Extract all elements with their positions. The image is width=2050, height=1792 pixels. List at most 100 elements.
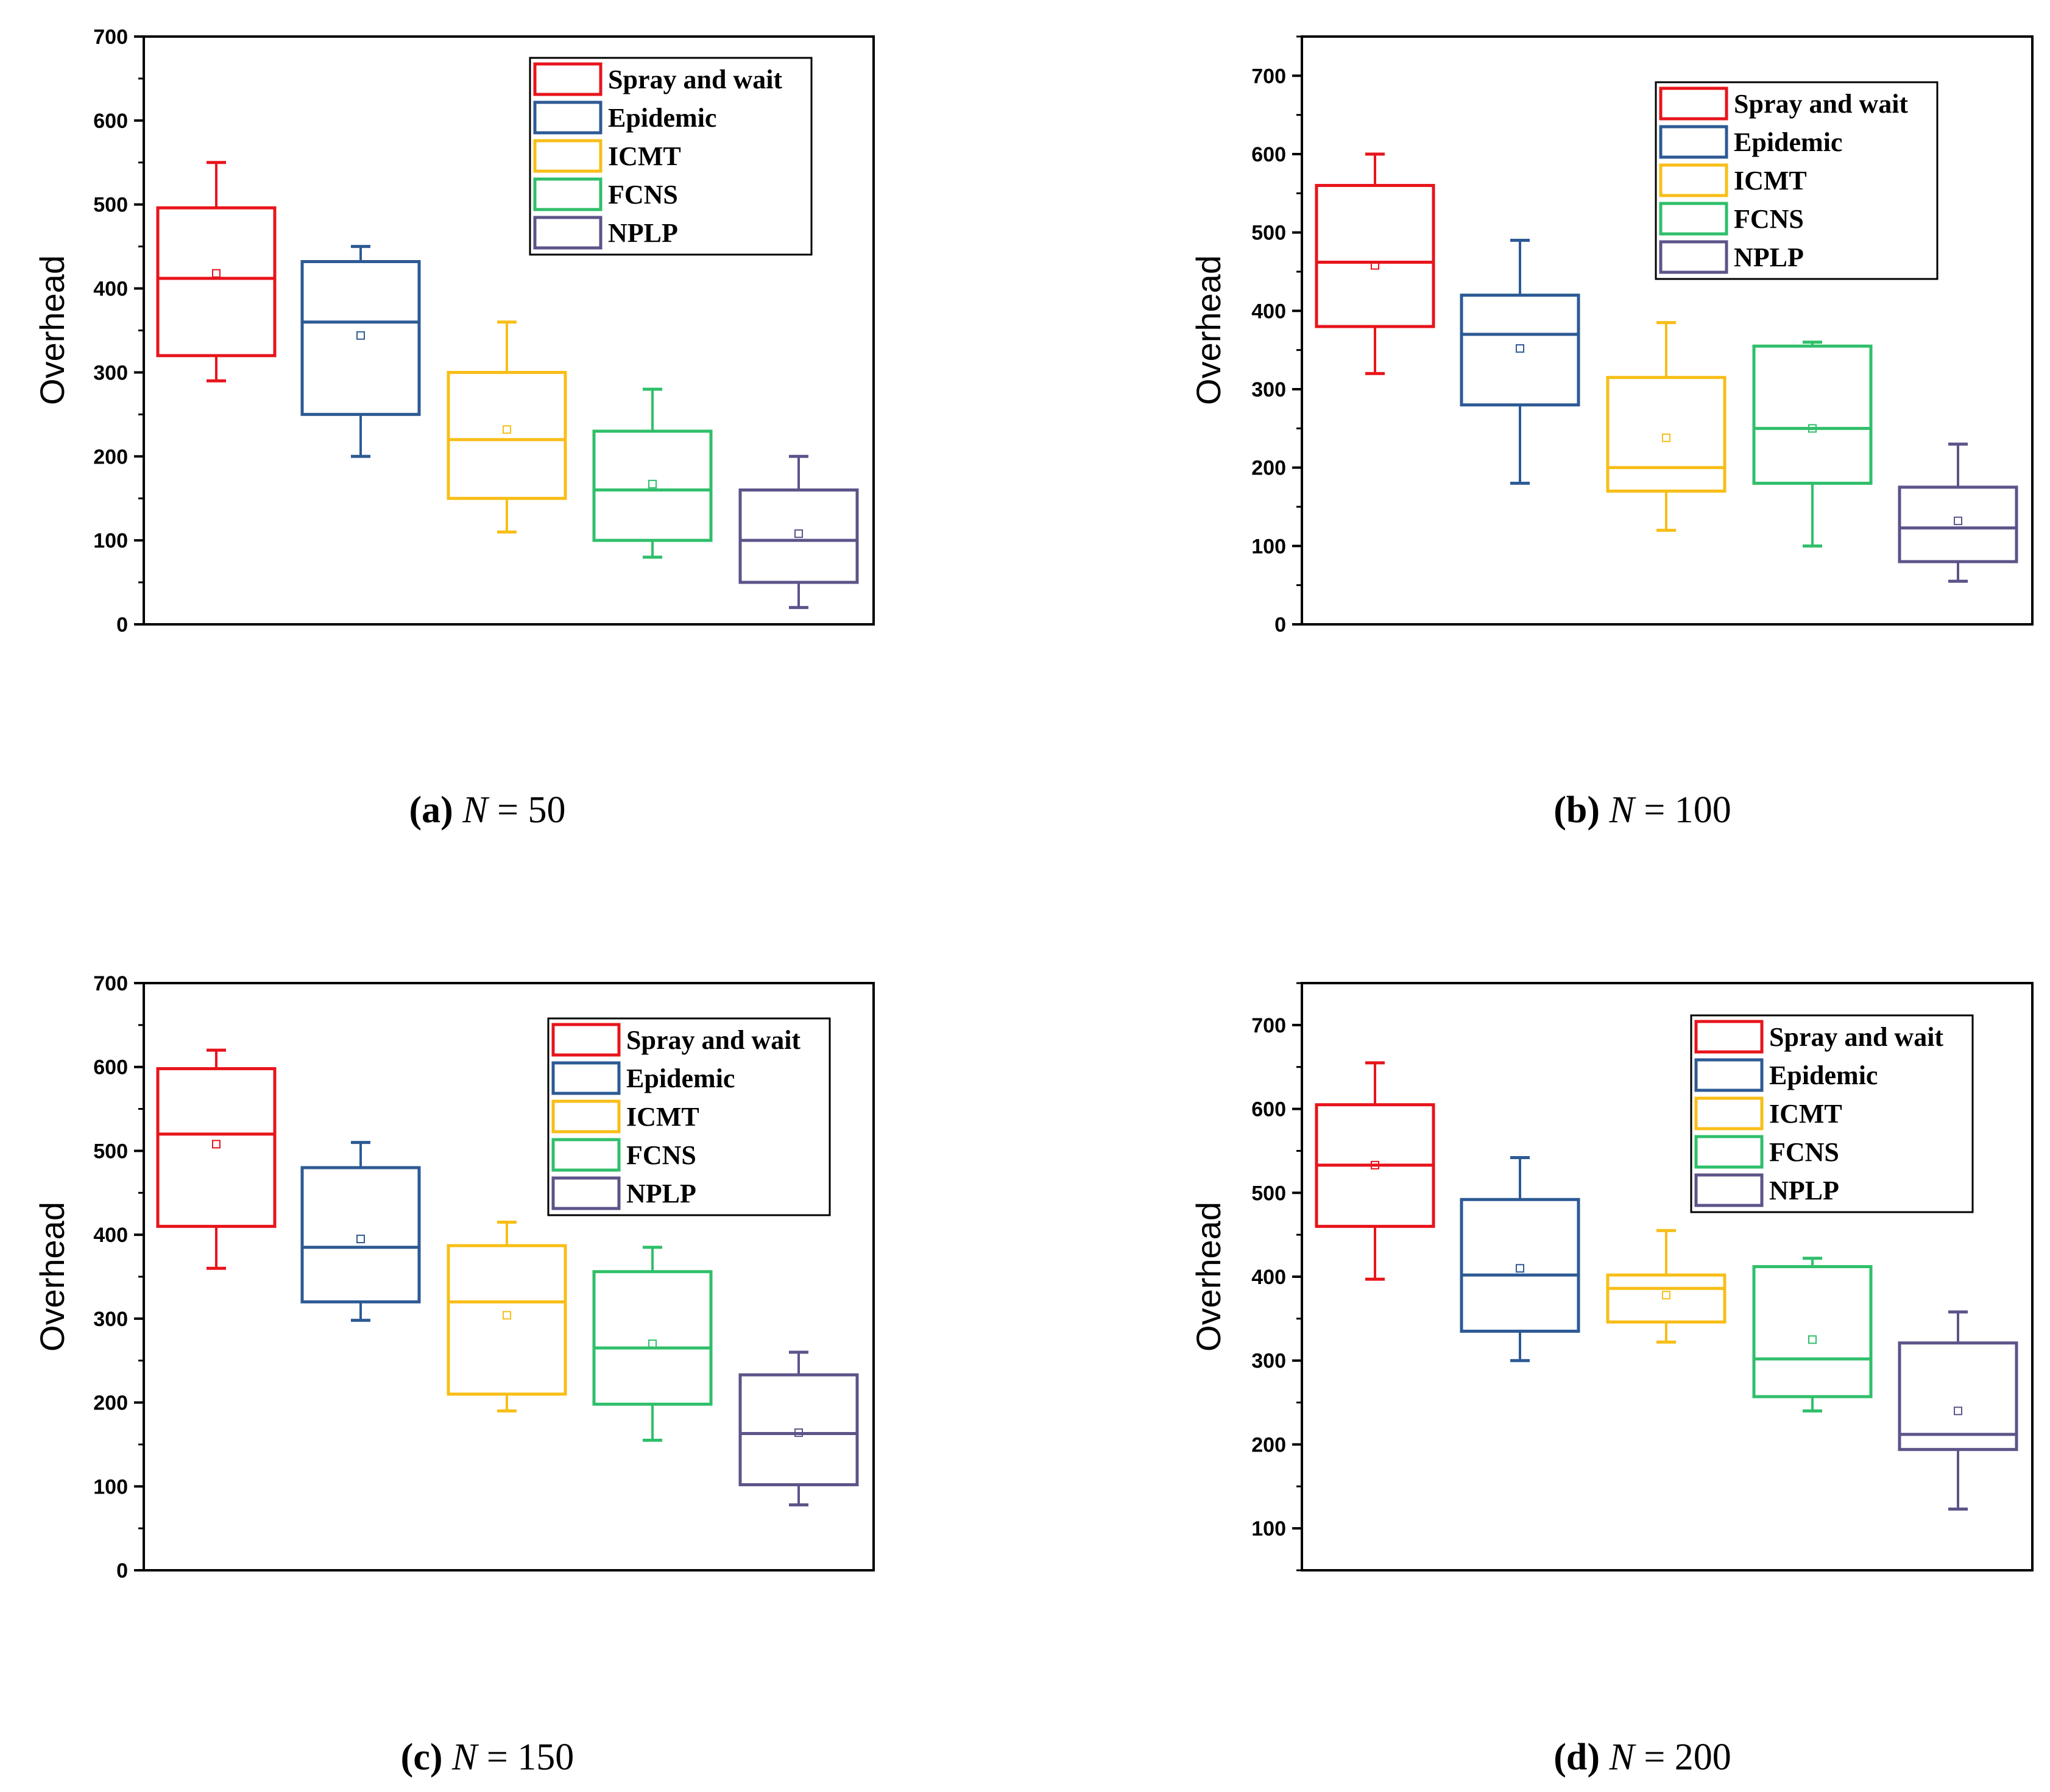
box-iqr xyxy=(156,206,277,358)
legend-frame xyxy=(1690,1014,1974,1213)
box-spray-and-wait xyxy=(156,1048,277,1270)
legend-label: Spray and wait xyxy=(626,1025,801,1055)
box-iqr xyxy=(738,1373,859,1487)
y-tick-label: 500 xyxy=(93,1140,128,1163)
box-icmt xyxy=(447,320,567,534)
legend-swatch xyxy=(533,62,603,96)
chart-panel-4: 100 200 300 400 500 600 700 Overhead Spray and w… xyxy=(1189,982,2034,1778)
box-iqr xyxy=(300,259,421,416)
legend-swatch xyxy=(1694,1020,1764,1054)
legend-label: NPLP xyxy=(1769,1176,1839,1205)
y-tick-label: 400 xyxy=(1251,300,1286,323)
box-iqr xyxy=(1752,344,1873,485)
caption-value: = 100 xyxy=(1635,789,1731,831)
legend-label: ICMT xyxy=(1734,166,1807,196)
legend-swatch xyxy=(551,1061,621,1095)
legend-label: ICMT xyxy=(1769,1099,1842,1129)
chart-panel-1: 0 100 200 300 400 500 600 700 Overhead Spray and … xyxy=(33,26,875,831)
mean-marker xyxy=(1808,424,1817,433)
y-axis-label: Overhead xyxy=(33,1202,71,1352)
legend: Spray and wait Epidemic ICMT FCNS NPLP xyxy=(547,1017,831,1216)
box-icmt xyxy=(1606,321,1727,532)
legend: Spray and wait Epidemic ICMT FCNS NPLP xyxy=(1655,81,1939,280)
legend-label: Spray and wait xyxy=(1734,89,1908,119)
legend-swatch xyxy=(533,139,603,173)
legend-label: ICMT xyxy=(608,141,681,171)
legend-label: Epidemic xyxy=(1769,1060,1878,1090)
y-tick-label: 200 xyxy=(93,1392,128,1415)
legend-label: NPLP xyxy=(626,1179,696,1208)
legend-swatch xyxy=(1659,86,1728,121)
box-icmt xyxy=(1606,1229,1727,1344)
y-tick-label: 0 xyxy=(116,1559,128,1582)
legend-label: Epidemic xyxy=(1734,127,1842,157)
y-tick-label: 700 xyxy=(1251,65,1286,88)
caption-letter: (a) xyxy=(409,789,462,831)
y-axis-label: Overhead xyxy=(1189,255,1228,405)
caption-value: = 200 xyxy=(1635,1737,1731,1778)
legend-label: NPLP xyxy=(608,218,678,248)
box-iqr xyxy=(300,1166,421,1303)
mean-marker xyxy=(794,1428,803,1437)
mean-marker xyxy=(503,1311,511,1320)
box-fcns xyxy=(1752,340,1873,548)
y-tick-label: 0 xyxy=(1274,613,1286,637)
legend-swatch xyxy=(533,177,603,211)
box-iqr xyxy=(1606,1273,1727,1324)
box-iqr xyxy=(1898,485,2018,563)
caption-variable: N xyxy=(1608,789,1636,831)
y-tick-label: 600 xyxy=(1251,143,1286,166)
box-fcns xyxy=(592,1246,713,1442)
box-iqr xyxy=(447,1244,567,1396)
mean-marker xyxy=(1516,1264,1524,1273)
caption-value: = 50 xyxy=(488,789,566,831)
panel-caption: (a) N = 50 xyxy=(409,789,565,831)
box-iqr xyxy=(156,1067,277,1228)
box-spray-and-wait xyxy=(1315,1061,1435,1281)
y-tick-label: 200 xyxy=(93,445,128,468)
mean-marker xyxy=(648,479,657,489)
legend-label: FCNS xyxy=(608,180,678,210)
y-tick-label: 400 xyxy=(93,1224,128,1247)
legend: Spray and wait Epidemic ICMT FCNS NPLP xyxy=(529,57,813,256)
panel-caption: (b) N = 100 xyxy=(1553,789,1731,831)
legend-swatch xyxy=(551,1138,621,1172)
box-iqr xyxy=(1898,1341,2018,1452)
legend-swatch xyxy=(1694,1096,1764,1131)
y-tick-label: 500 xyxy=(1251,222,1286,245)
box-icmt xyxy=(447,1220,567,1413)
legend-label: NPLP xyxy=(1734,242,1804,272)
y-tick-label: 300 xyxy=(93,361,128,384)
y-tick-label: 0 xyxy=(116,613,128,637)
legend-swatch xyxy=(1694,1173,1764,1207)
legend-label: ICMT xyxy=(626,1102,699,1132)
legend-frame xyxy=(529,57,813,256)
mean-marker xyxy=(1808,1335,1817,1344)
box-epidemic xyxy=(300,245,421,458)
box-iqr xyxy=(1460,294,1580,407)
mean-marker xyxy=(212,1140,221,1149)
y-tick-label: 700 xyxy=(93,26,128,49)
box-fcns xyxy=(1752,1257,1873,1413)
panel-caption: (c) N = 150 xyxy=(401,1737,574,1778)
legend-swatch xyxy=(1694,1058,1764,1092)
box-iqr xyxy=(1460,1198,1580,1333)
mean-marker xyxy=(503,425,511,434)
legend-label: FCNS xyxy=(1769,1137,1839,1167)
legend-label: Spray and wait xyxy=(608,65,782,94)
y-axis-label: Overhead xyxy=(33,255,71,405)
legend-swatch xyxy=(551,1099,621,1134)
legend-swatch xyxy=(551,1023,621,1057)
box-iqr xyxy=(592,429,713,542)
y-tick-label: 400 xyxy=(93,278,128,301)
y-tick-label: 100 xyxy=(93,1475,128,1498)
box-iqr xyxy=(738,488,859,584)
y-tick-label: 300 xyxy=(1251,378,1286,401)
box-iqr xyxy=(1752,1265,1873,1399)
mean-marker xyxy=(356,331,365,340)
box-iqr xyxy=(1606,376,1727,493)
y-tick-label: 500 xyxy=(1251,1182,1286,1205)
legend-swatch xyxy=(1694,1135,1764,1169)
panel-caption: (d) N = 200 xyxy=(1553,1737,1731,1778)
